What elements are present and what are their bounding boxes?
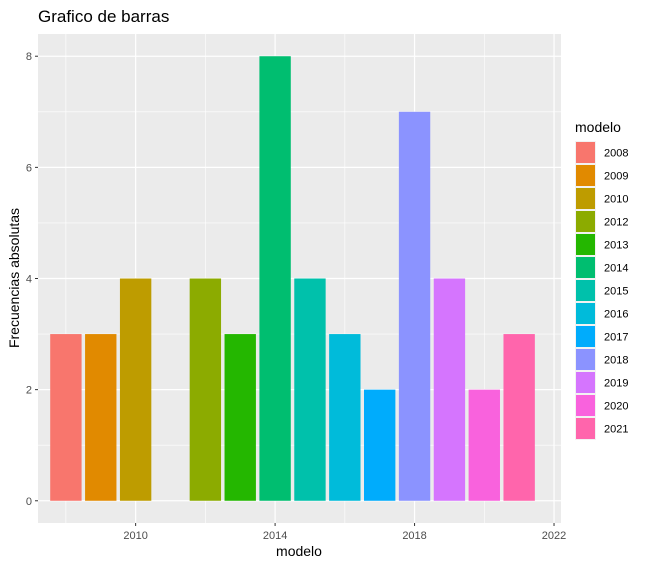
legend-label-2016: 2016	[604, 309, 628, 321]
x-tick-label: 2014	[263, 530, 287, 542]
bar-2016	[329, 334, 361, 501]
legend-swatch-2020	[576, 395, 595, 416]
legend-swatch-2015	[576, 280, 595, 301]
legend-swatch-2009	[576, 165, 595, 186]
bar-2009	[85, 334, 117, 501]
bar-2012	[189, 278, 222, 501]
legend-label-2015: 2015	[604, 286, 628, 298]
y-tick-label: 4	[26, 274, 32, 286]
y-tick-label: 2	[26, 385, 32, 397]
x-axis-title: modelo	[276, 543, 322, 559]
legend-swatch-2021	[576, 418, 595, 439]
legend-title: modelo	[575, 119, 621, 135]
x-tick-label: 2022	[542, 530, 566, 542]
legend-label-2013: 2013	[604, 240, 628, 252]
legend-swatch-2017	[576, 326, 595, 347]
legend-swatch-2012	[576, 211, 595, 232]
legend-label-2009: 2009	[604, 171, 628, 183]
legend-label-2021: 2021	[604, 424, 628, 436]
bar-2021	[503, 334, 535, 501]
legend: modelo 2008 2009 2010 2012 2013 2014 2015 2016 2…	[575, 119, 628, 440]
legend-swatch-2019	[576, 372, 595, 393]
bar-2020	[468, 389, 500, 501]
legend-swatch-2014	[576, 257, 595, 278]
bar-2018	[398, 111, 431, 501]
y-tick-label: 8	[26, 51, 32, 63]
bars	[50, 56, 535, 501]
x-tick-label: 2010	[123, 530, 147, 542]
legend-label-2008: 2008	[604, 148, 628, 160]
bar-2014	[259, 56, 291, 501]
y-axis-title: Frecuencias absolutas	[6, 208, 22, 348]
bar-2010	[119, 278, 152, 501]
x-tick-label: 2018	[402, 530, 426, 542]
legend-label-2018: 2018	[604, 355, 628, 367]
legend-label-2014: 2014	[604, 263, 628, 275]
legend-swatch-2013	[576, 234, 595, 255]
y-axis: 0 2 4 6 8	[26, 51, 38, 508]
legend-label-2019: 2019	[604, 378, 628, 390]
legend-label-2020: 2020	[604, 401, 628, 413]
y-tick-label: 0	[26, 496, 32, 508]
bar-2015	[294, 278, 326, 501]
chart-title: Grafico de barras	[38, 7, 169, 26]
legend-swatch-2018	[576, 349, 595, 370]
legend-label-2012: 2012	[604, 217, 628, 229]
bar-2019	[433, 278, 466, 501]
legend-swatch-2016	[576, 303, 595, 324]
legend-swatch-2010	[576, 188, 595, 209]
x-axis: 2010 2014 2018 2022	[123, 523, 566, 542]
bar-2008	[50, 334, 82, 501]
bar-2013	[224, 334, 256, 501]
legend-label-2010: 2010	[604, 194, 628, 206]
legend-label-2017: 2017	[604, 332, 628, 344]
y-tick-label: 6	[26, 162, 32, 174]
bar-2017	[364, 389, 396, 501]
legend-swatch-2008	[576, 142, 595, 163]
